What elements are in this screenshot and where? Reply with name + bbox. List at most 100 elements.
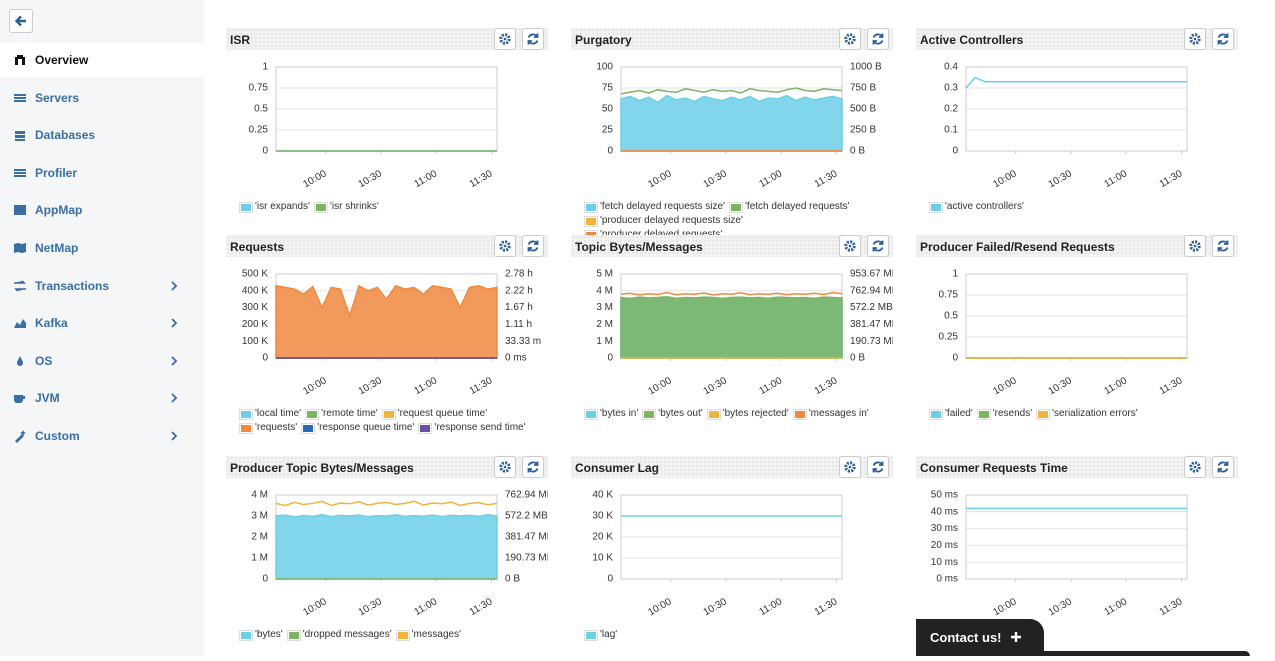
legend-item[interactable]: 'request queue time': [381, 407, 487, 421]
x-tick-label: 11:00: [758, 375, 785, 397]
settings-button[interactable]: [839, 456, 861, 478]
nav-item[interactable]: Databases: [0, 118, 204, 152]
settings-button[interactable]: [1184, 456, 1206, 478]
icon-shape: [872, 240, 884, 252]
legend-item[interactable]: 'bytes rejected': [706, 407, 789, 421]
legend-item[interactable]: 'failed': [929, 407, 973, 421]
x-tick-label: 10:30: [702, 168, 730, 190]
chevron-shape: [171, 431, 178, 441]
legend-item[interactable]: 'resends': [976, 407, 1032, 421]
y-tick-label: 100: [596, 62, 613, 73]
legend-item[interactable]: 'messages': [395, 628, 461, 642]
y2-tick-label: 1000 B: [850, 62, 882, 73]
nav-item[interactable]: Servers: [0, 81, 204, 115]
refresh-button[interactable]: [867, 28, 889, 50]
refresh-button[interactable]: [1212, 28, 1234, 50]
icon-shape: [848, 244, 852, 248]
y-tick-label: 0.25: [249, 125, 269, 136]
legend-item[interactable]: 'producer delayed requests size': [584, 214, 743, 228]
chart-panel: Producer Failed/Resend Requests 0 0.25 0.5 0…: [916, 235, 1238, 440]
legend-item[interactable]: 'active controllers': [929, 200, 1024, 214]
settings-button[interactable]: [494, 28, 516, 50]
nav-item[interactable]: Custom: [0, 419, 204, 453]
y-tick-label: 0.75: [249, 83, 269, 94]
back-button[interactable]: [9, 9, 33, 33]
icon-shape: [503, 244, 507, 248]
contact-button[interactable]: Contact us!: [916, 619, 1044, 656]
legend-swatch: [239, 422, 253, 434]
nav-item[interactable]: AppMap: [0, 193, 204, 227]
settings-button[interactable]: [1184, 28, 1206, 50]
settings-button[interactable]: [494, 456, 516, 478]
refresh-button[interactable]: [867, 235, 889, 257]
settings-button[interactable]: [839, 235, 861, 257]
refresh-button[interactable]: [522, 28, 544, 50]
y-tick-label: 0: [952, 146, 958, 157]
nav-label: Databases: [35, 128, 96, 143]
legend-item[interactable]: 'dropped messages': [286, 628, 392, 642]
nav-item[interactable]: Kafka: [0, 306, 204, 340]
legend-item[interactable]: 'bytes': [239, 628, 283, 642]
refresh-button[interactable]: [522, 235, 544, 257]
legend-item[interactable]: 'response queue time': [301, 421, 414, 435]
y-tick-label: 0.5: [254, 104, 268, 115]
nav-label: Overview: [35, 53, 89, 67]
refresh-button[interactable]: [1212, 235, 1234, 257]
x-tick-label: 10:00: [991, 375, 1019, 397]
legend-item[interactable]: 'response send time': [418, 421, 526, 435]
nav-item[interactable]: NetMap: [0, 231, 204, 265]
legend: 'failed' 'resends' 'serialization errors': [929, 407, 1230, 421]
x-tick-label: 11:30: [813, 596, 840, 618]
legend-item[interactable]: 'remote time': [305, 407, 378, 421]
settings-button[interactable]: [494, 235, 516, 257]
chart: 0 1 M 2 M 3 M 4 M 5 M 0 B 190.73 MB 381.47 MB 572…: [596, 269, 893, 398]
y2-tick-label: 750 B: [850, 83, 876, 94]
y2-tick-label: 190.73 MB: [850, 336, 893, 347]
legend-item[interactable]: 'isr shrinks': [313, 200, 379, 214]
nav-item[interactable]: Overview: [0, 43, 204, 77]
nav-item[interactable]: JVM: [0, 381, 204, 415]
legend-swatch: [584, 201, 598, 213]
legend-label: 'active controllers': [945, 201, 1024, 212]
nav-icon: [14, 205, 26, 216]
legend-item[interactable]: 'fetch delayed requests size': [584, 200, 725, 214]
x-tick-label: 10:00: [301, 596, 329, 618]
nav-icon: [14, 319, 26, 329]
x-tick-label: 10:00: [646, 375, 674, 397]
nav-item[interactable]: Profiler: [0, 156, 204, 190]
y2-tick-label: 0 B: [850, 146, 865, 157]
x-tick-label: 10:30: [1047, 596, 1075, 618]
refresh-button[interactable]: [1212, 456, 1234, 478]
legend: 'lag': [584, 628, 885, 642]
nav-item[interactable]: Transactions: [0, 269, 204, 303]
x-tick-label: 11:30: [1158, 596, 1185, 618]
x-tick-label: 10:30: [1047, 168, 1075, 190]
refresh-button[interactable]: [867, 456, 889, 478]
legend-item[interactable]: 'requests': [239, 421, 297, 435]
legend-label: 'bytes rejected': [722, 408, 789, 419]
legend-item[interactable]: 'serialization errors': [1036, 407, 1138, 421]
legend-item[interactable]: 'bytes out': [642, 407, 703, 421]
x-tick-label: 11:00: [758, 168, 785, 190]
settings-button[interactable]: [839, 28, 861, 50]
settings-button[interactable]: [1184, 235, 1206, 257]
legend-swatch: [792, 408, 807, 420]
legend-item[interactable]: 'bytes in': [584, 407, 638, 421]
nav-icon: [14, 243, 26, 253]
legend-item[interactable]: 'local time': [239, 407, 301, 421]
legend-item[interactable]: 'fetch delayed requests': [729, 200, 849, 214]
y-tick-label: 400 K: [242, 285, 268, 296]
legend-item[interactable]: 'isr expands': [239, 200, 310, 214]
refresh-button[interactable]: [522, 456, 544, 478]
y2-tick-label: 0 ms: [505, 353, 527, 364]
chevron-shape: [171, 318, 178, 328]
legend-item[interactable]: 'messages in': [792, 407, 869, 421]
panel-header: ISR: [226, 28, 548, 50]
gear-icon: [499, 240, 511, 252]
nav-item[interactable]: OS: [0, 344, 204, 378]
icon-shape: [1189, 240, 1201, 252]
series-line: [275, 500, 498, 507]
panel-title: Active Controllers: [920, 33, 1024, 47]
legend-item[interactable]: 'lag': [584, 628, 617, 642]
